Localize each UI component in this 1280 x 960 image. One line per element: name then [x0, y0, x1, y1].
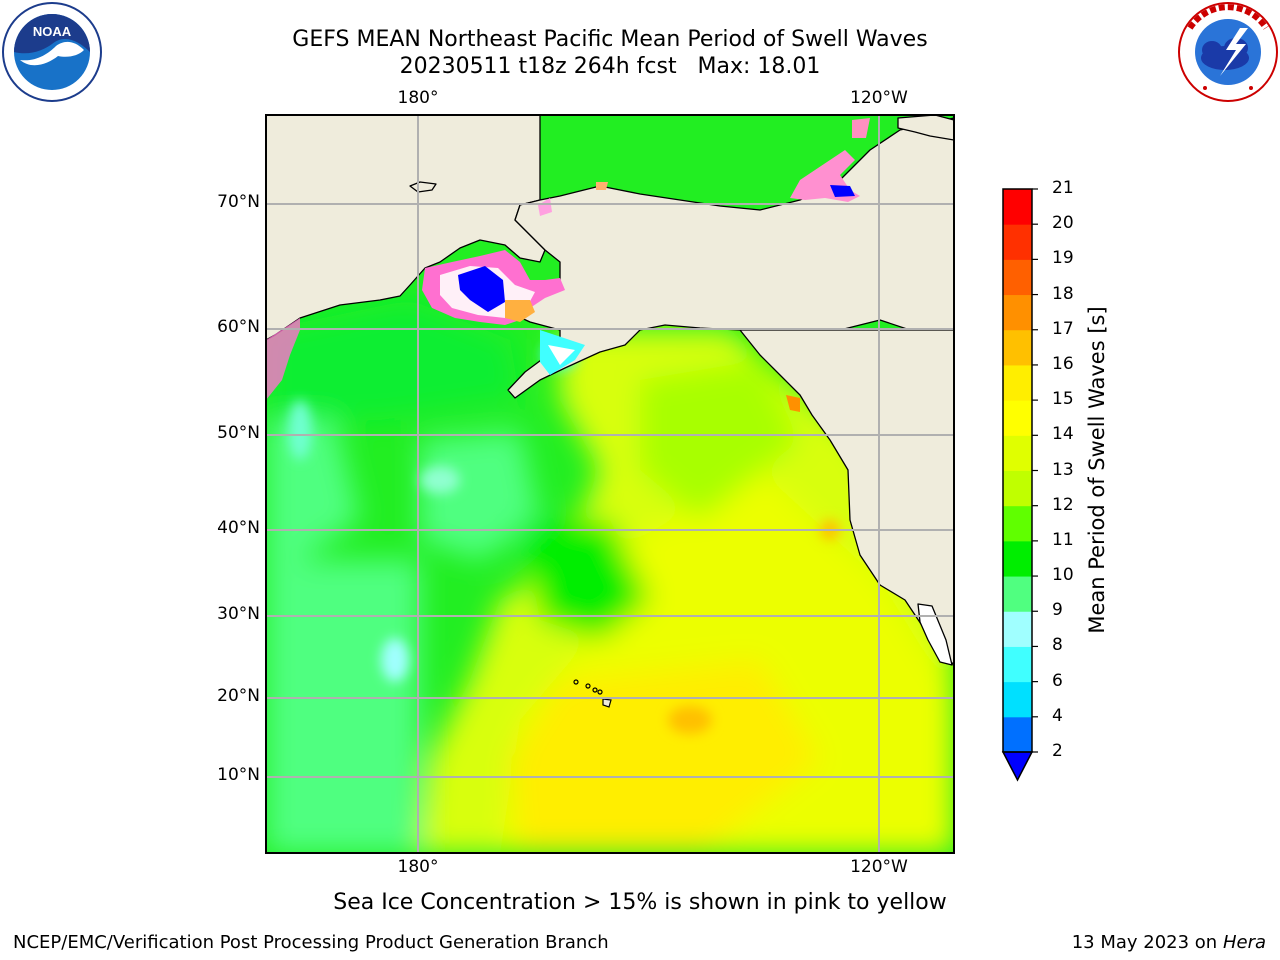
colorbar-segment — [1003, 189, 1032, 225]
chart-title: GEFS MEAN Northeast Pacific Mean Period … — [292, 27, 928, 52]
noaa-logo: NOAA — [2, 2, 102, 102]
colorbar-segment — [1003, 400, 1032, 436]
colorbar-tick-label: 12 — [1052, 494, 1074, 515]
colorbar-segment — [1003, 470, 1032, 507]
lon-label-bottom-120w: 120°W — [850, 857, 908, 877]
colorbar-segment — [1003, 224, 1032, 260]
map-frame — [265, 114, 955, 854]
footer-date: 13 May 2023 on Hera — [1072, 932, 1266, 953]
lat-label-50n: 50°N — [217, 423, 260, 443]
colorbar-tick-label: 10 — [1052, 565, 1074, 586]
colorbar-segment — [1003, 681, 1032, 718]
colorbar-tick-label: 11 — [1052, 529, 1074, 550]
colorbar-tick-label: 20 — [1052, 213, 1074, 234]
colorbar-segment — [1003, 716, 1032, 753]
colorbar-tick-label: 16 — [1052, 353, 1074, 374]
colorbar-tick-label: 17 — [1052, 318, 1074, 339]
lat-label-40n: 40°N — [217, 518, 260, 538]
colorbar-segment — [1003, 329, 1032, 366]
footer-credit: NCEP/EMC/Verification Post Processing Pr… — [13, 932, 609, 953]
colorbar-tick-label: 8 — [1052, 635, 1063, 656]
colorbar-tick-label: 21 — [1052, 178, 1074, 198]
colorbar — [1001, 188, 1038, 782]
colorbar-tick-label: 4 — [1052, 705, 1063, 726]
colorbar-tick-label: 15 — [1052, 389, 1074, 410]
colorbar-title-text: Mean Period of Swell Waves [s] — [1085, 306, 1109, 634]
colorbar-under-arrow — [1001, 751, 1034, 782]
graticule — [266, 115, 954, 853]
footer-machine: Hera — [1222, 932, 1266, 953]
sea-ice — [266, 118, 870, 412]
colorbar-segment — [1003, 435, 1032, 471]
colorbar-tick-label: 2 — [1052, 741, 1063, 761]
lon-label-bottom-180: 180° — [397, 857, 439, 877]
noaa-logo-text: NOAA — [33, 24, 72, 39]
colorbar-segment — [1003, 259, 1032, 296]
lon-label-top-120w: 120°W — [850, 88, 908, 108]
footer-date-text: 13 May 2023 on — [1071, 932, 1218, 953]
sea-ice-caption: Sea Ice Concentration > 15% is shown in … — [333, 890, 947, 915]
lat-label-60n: 60°N — [217, 317, 260, 337]
lat-label-70n: 70°N — [217, 192, 260, 212]
colorbar-tick-label: 19 — [1052, 248, 1074, 269]
colorbar-tick-label: 9 — [1052, 600, 1063, 621]
colorbar-segment — [1003, 576, 1032, 612]
colorbar-segment — [1003, 540, 1032, 577]
lon-label-top-180: 180° — [397, 88, 439, 108]
lat-label-30n: 30°N — [217, 604, 260, 624]
hawaii — [573, 679, 612, 708]
colorbar-segment — [1003, 646, 1032, 683]
colorbar-tick-label: 6 — [1052, 670, 1063, 691]
colorbar-tick-label: 18 — [1052, 283, 1074, 304]
colorbar-segment — [1003, 611, 1032, 647]
lat-label-20n: 20°N — [217, 686, 260, 706]
colorbar-tick-label: 14 — [1052, 424, 1074, 445]
chart-subtitle: 20230511 t18z 264h fcst Max: 18.01 — [399, 54, 821, 79]
lat-label-10n: 10°N — [217, 765, 260, 785]
colorbar-segment — [1003, 294, 1032, 331]
nws-logo — [1178, 2, 1278, 102]
swell-period-field — [266, 115, 954, 853]
colorbar-segment — [1003, 364, 1032, 401]
colorbar-segment — [1003, 505, 1032, 542]
colorbar-tick-label: 13 — [1052, 459, 1074, 480]
